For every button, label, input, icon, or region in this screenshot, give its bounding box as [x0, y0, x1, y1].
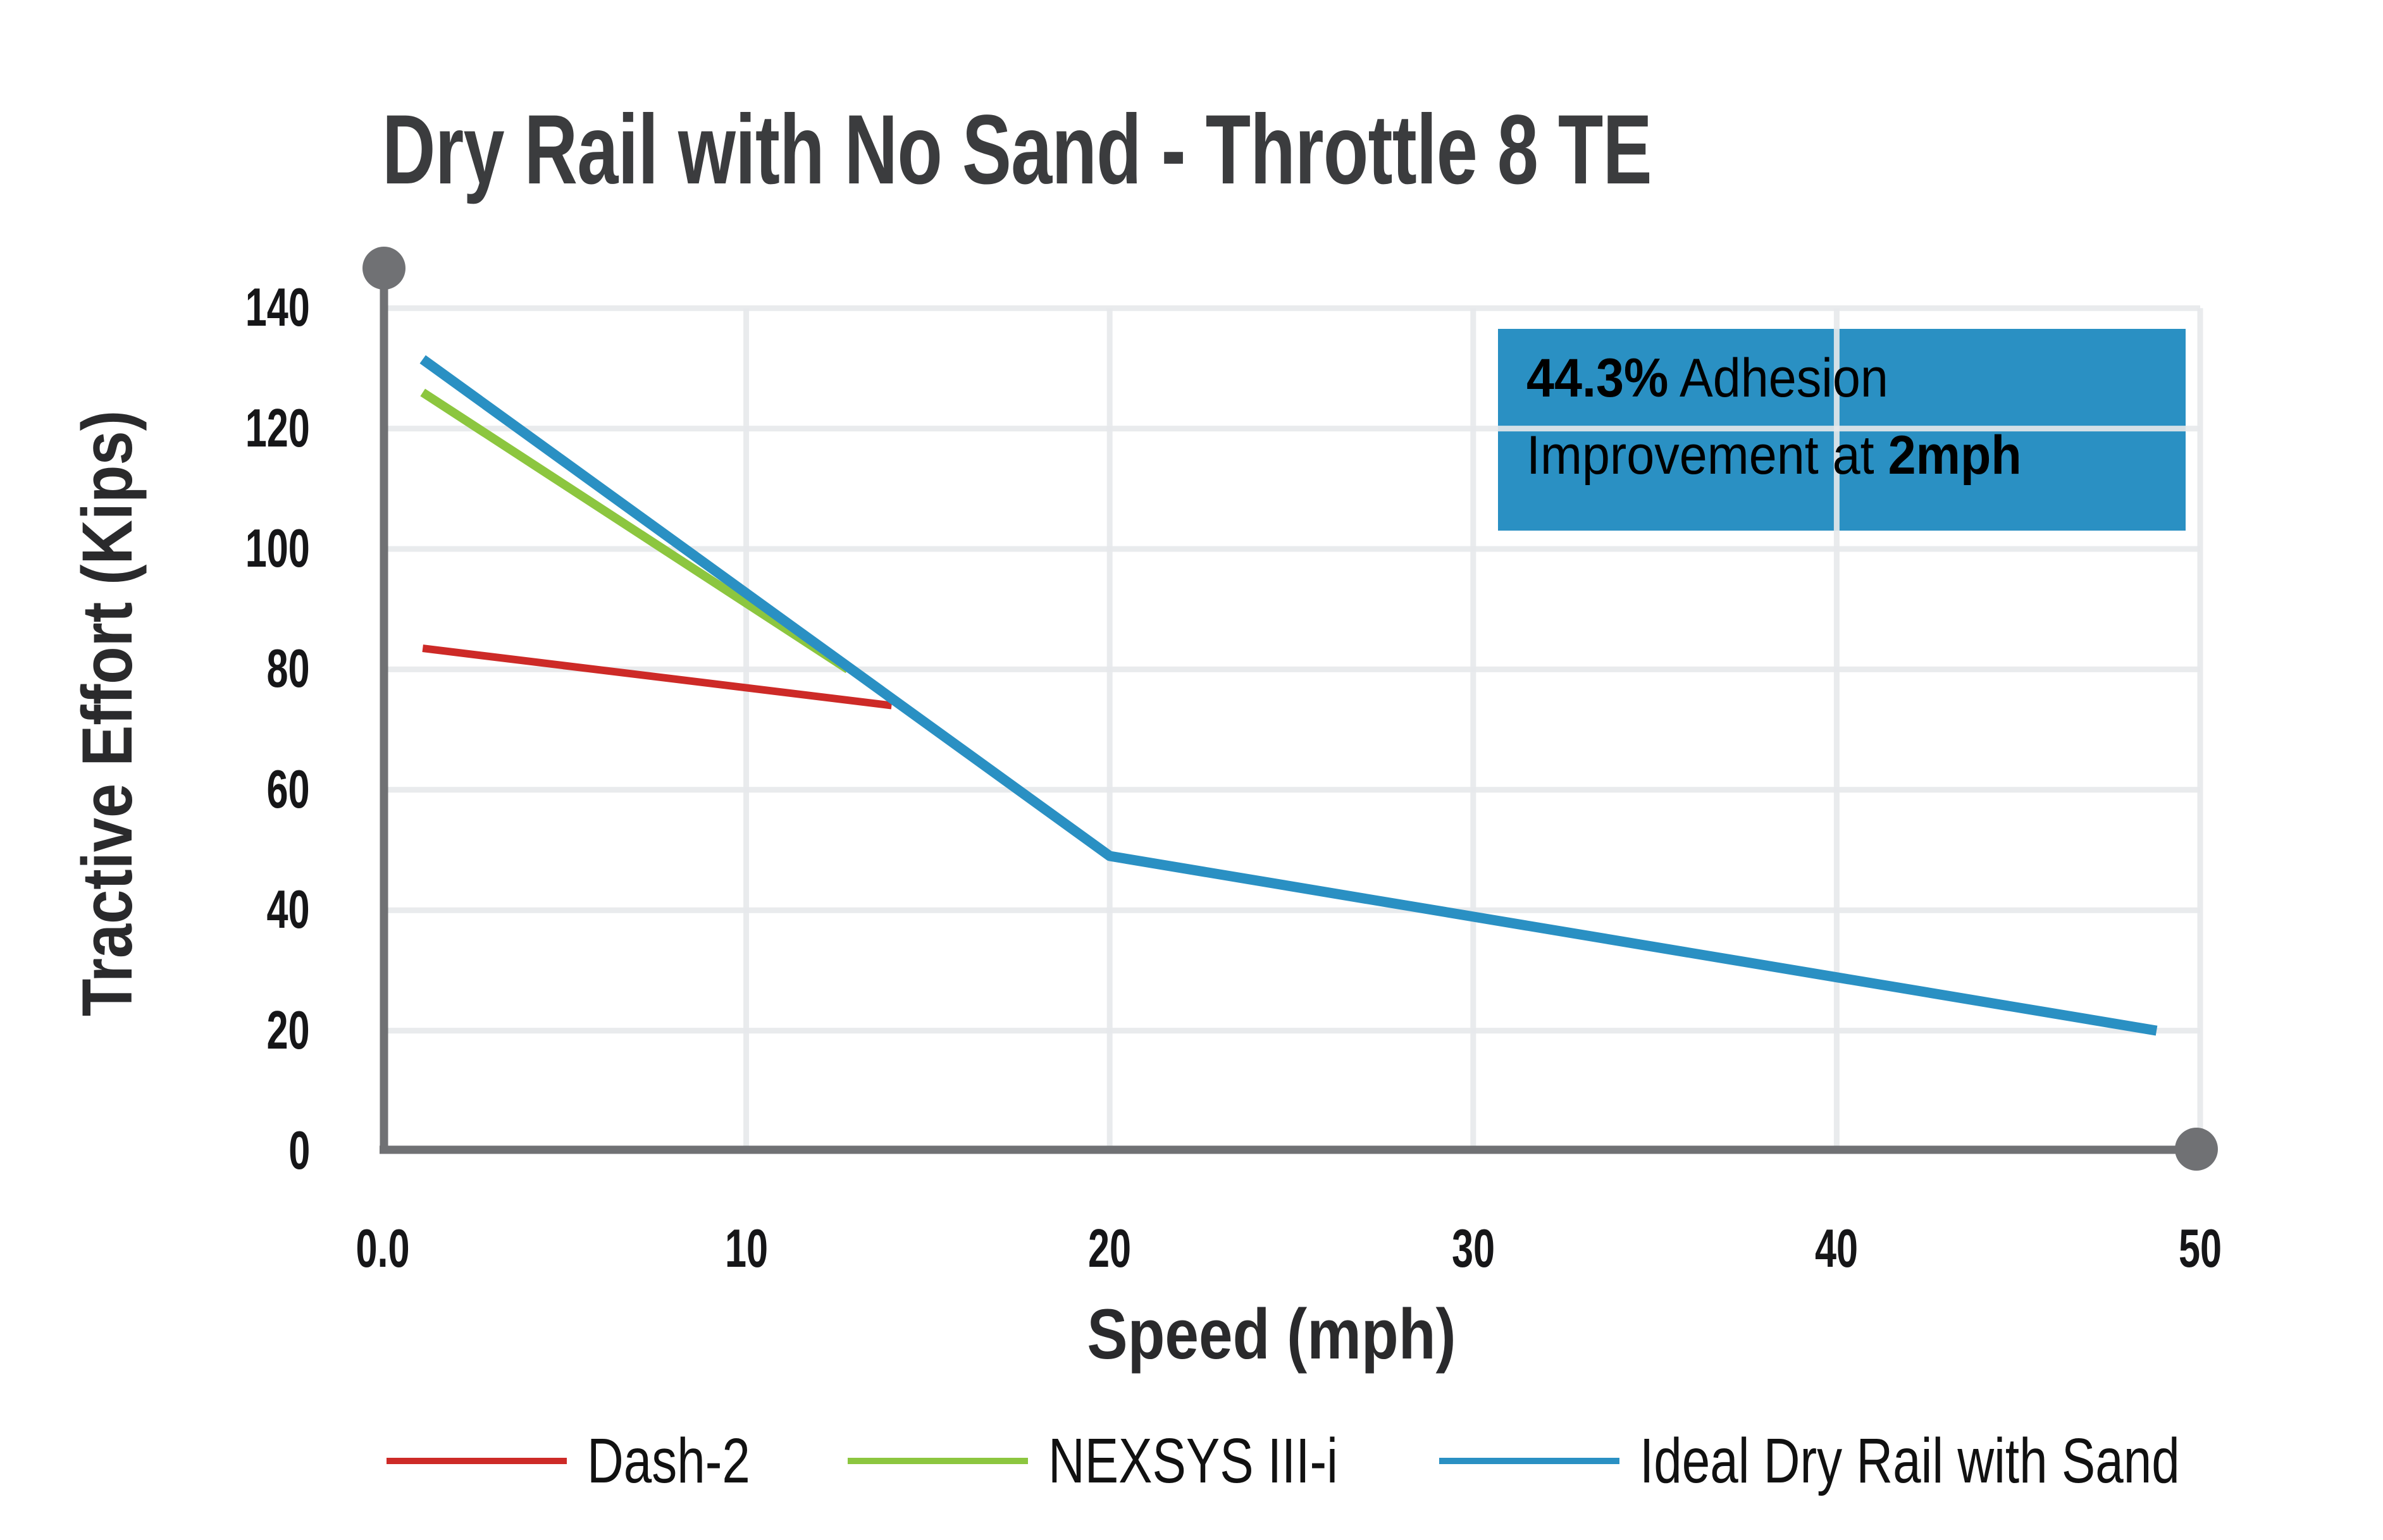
x-tick-label: 10	[724, 1219, 768, 1279]
legend-swatch	[387, 1458, 567, 1464]
x-axis-end-dot	[2175, 1128, 2218, 1171]
x-axis-title: Speed (mph)	[1087, 1295, 1456, 1374]
y-tick-label: 140	[245, 278, 310, 338]
annotation-value-bold: 44.3%	[1526, 348, 1669, 409]
annotation-line1: 44.3% Adhesion	[1526, 348, 1888, 409]
series-line-dash-2	[422, 644, 893, 710]
annotation-speed-bold: 2mph	[1888, 425, 2022, 486]
series-line-nexsys-iii-i	[420, 388, 851, 674]
annotation-line1-rest: Adhesion	[1668, 348, 1888, 409]
x-tick-label: 0.0	[356, 1219, 410, 1279]
legend-label: Ideal Dry Rail with Sand	[1640, 1425, 2180, 1496]
legend-swatch	[1439, 1458, 1619, 1464]
y-tick-label: 60	[266, 759, 310, 820]
y-tick-label: 40	[266, 880, 310, 940]
x-tick-label: 40	[1815, 1219, 1859, 1279]
series-line-ideal-dry-rail-with-sand	[419, 355, 2158, 1036]
y-tick-label: 80	[266, 639, 310, 699]
y-axis-title: Tractive Effort (Kips)	[68, 410, 147, 1017]
legend-item: NEXSYS III-i	[848, 1426, 1410, 1496]
chart-title: Dry Rail with No Sand - Throttle 8 TE	[382, 95, 1652, 205]
annotation-text: 44.3% Adhesion Improvement at 2mph	[1526, 340, 2022, 494]
y-axis-end-dot	[362, 247, 405, 290]
x-tick-label: 20	[1088, 1219, 1132, 1279]
legend-label: NEXSYS III-i	[1048, 1425, 1338, 1496]
y-tick-label: 100	[245, 519, 310, 579]
annotation-line2: Improvement at 2mph	[1526, 425, 2022, 486]
y-tick-label: 20	[266, 1000, 310, 1061]
x-tick-label: 30	[1451, 1219, 1495, 1279]
legend-swatch	[848, 1458, 1028, 1464]
y-tick-label: 120	[245, 398, 310, 459]
y-tick-label: 0	[288, 1121, 310, 1181]
legend-label: Dash-2	[587, 1425, 750, 1496]
legend-item: Ideal Dry Rail with Sand	[1439, 1426, 2315, 1496]
legend-item: Dash-2	[387, 1426, 791, 1496]
annotation-line2-rest: Improvement at	[1526, 425, 1888, 486]
x-tick-label: 50	[2178, 1219, 2222, 1279]
